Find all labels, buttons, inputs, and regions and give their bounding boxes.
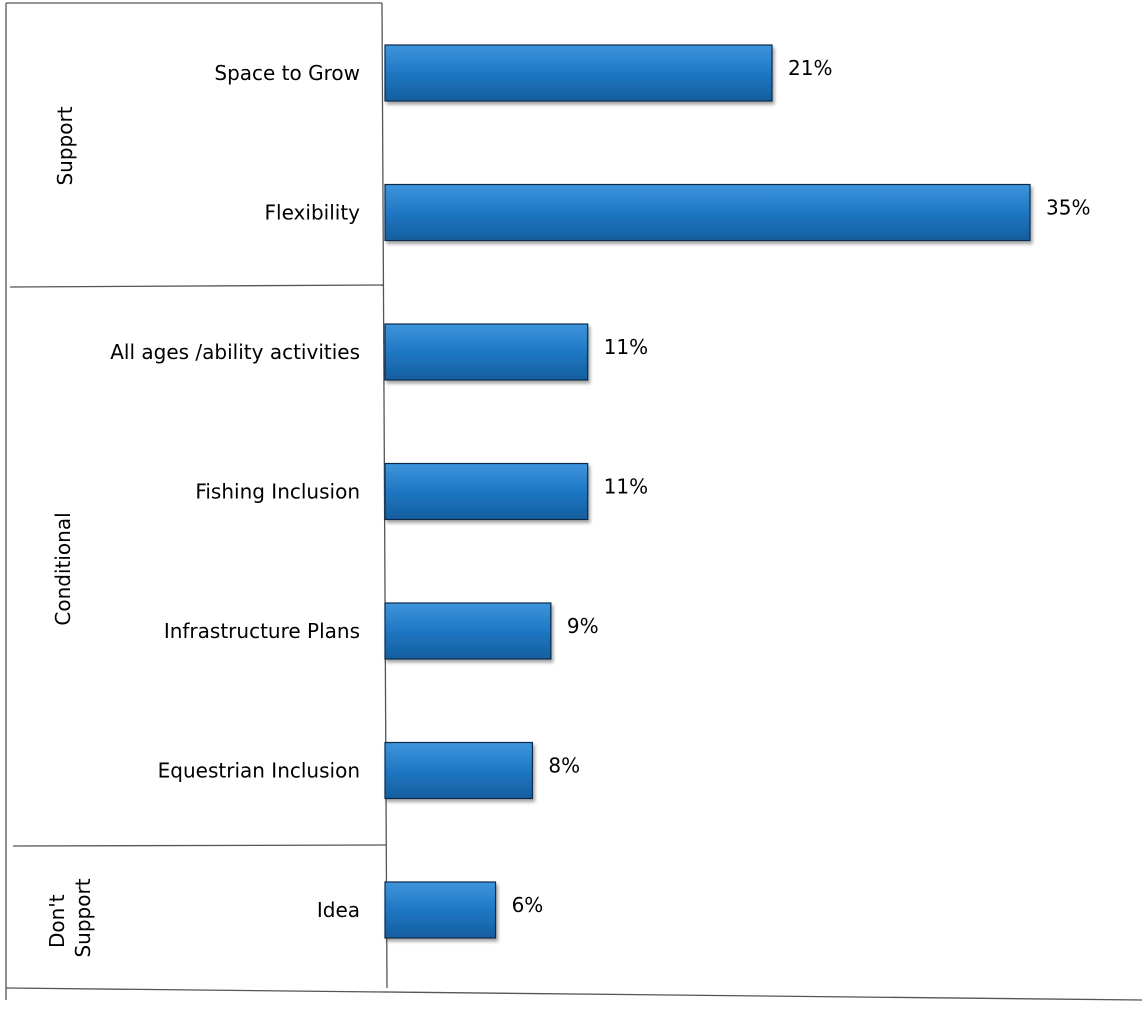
group-label-support: Support [53, 106, 77, 185]
value-label: 11% [604, 335, 648, 359]
bar-2-0 [384, 881, 497, 939]
bar-1-3 [384, 741, 534, 800]
category-label: Idea [317, 898, 360, 922]
value-label: 11% [604, 475, 648, 499]
value-label: 21% [788, 56, 832, 80]
category-label: Equestrian Inclusion [158, 759, 360, 783]
frame-bottom-edge [5, 987, 1142, 1001]
value-label: 9% [567, 614, 599, 638]
group-label-dont-support-line2: Support [71, 878, 95, 957]
bar-0-0 [384, 44, 773, 102]
category-label: Infrastructure Plans [164, 619, 360, 643]
value-label: 6% [512, 893, 544, 917]
group-label-dont-support: Don't Support [45, 878, 95, 957]
group-divider-conditional-dontsupport [12, 844, 387, 847]
group-divider-support-conditional [9, 284, 385, 288]
value-label: 35% [1046, 196, 1090, 220]
category-label: All ages /ability activities [110, 340, 360, 364]
bar-1-0 [384, 323, 589, 381]
bar-0-1 [384, 183, 1031, 242]
bar-1-2 [384, 602, 552, 660]
group-label-conditional: Conditional [51, 512, 75, 625]
bar-series: Space to Grow 21% Flexibility 35% All ages /… [110, 44, 1090, 939]
category-label: Flexibility [265, 201, 361, 225]
group-label-dont-support-line1: Don't [45, 894, 69, 948]
category-label: Fishing Inclusion [195, 480, 360, 504]
bar-1-1 [384, 462, 589, 521]
category-label: Space to Grow [214, 61, 360, 85]
value-label: 8% [548, 754, 580, 778]
